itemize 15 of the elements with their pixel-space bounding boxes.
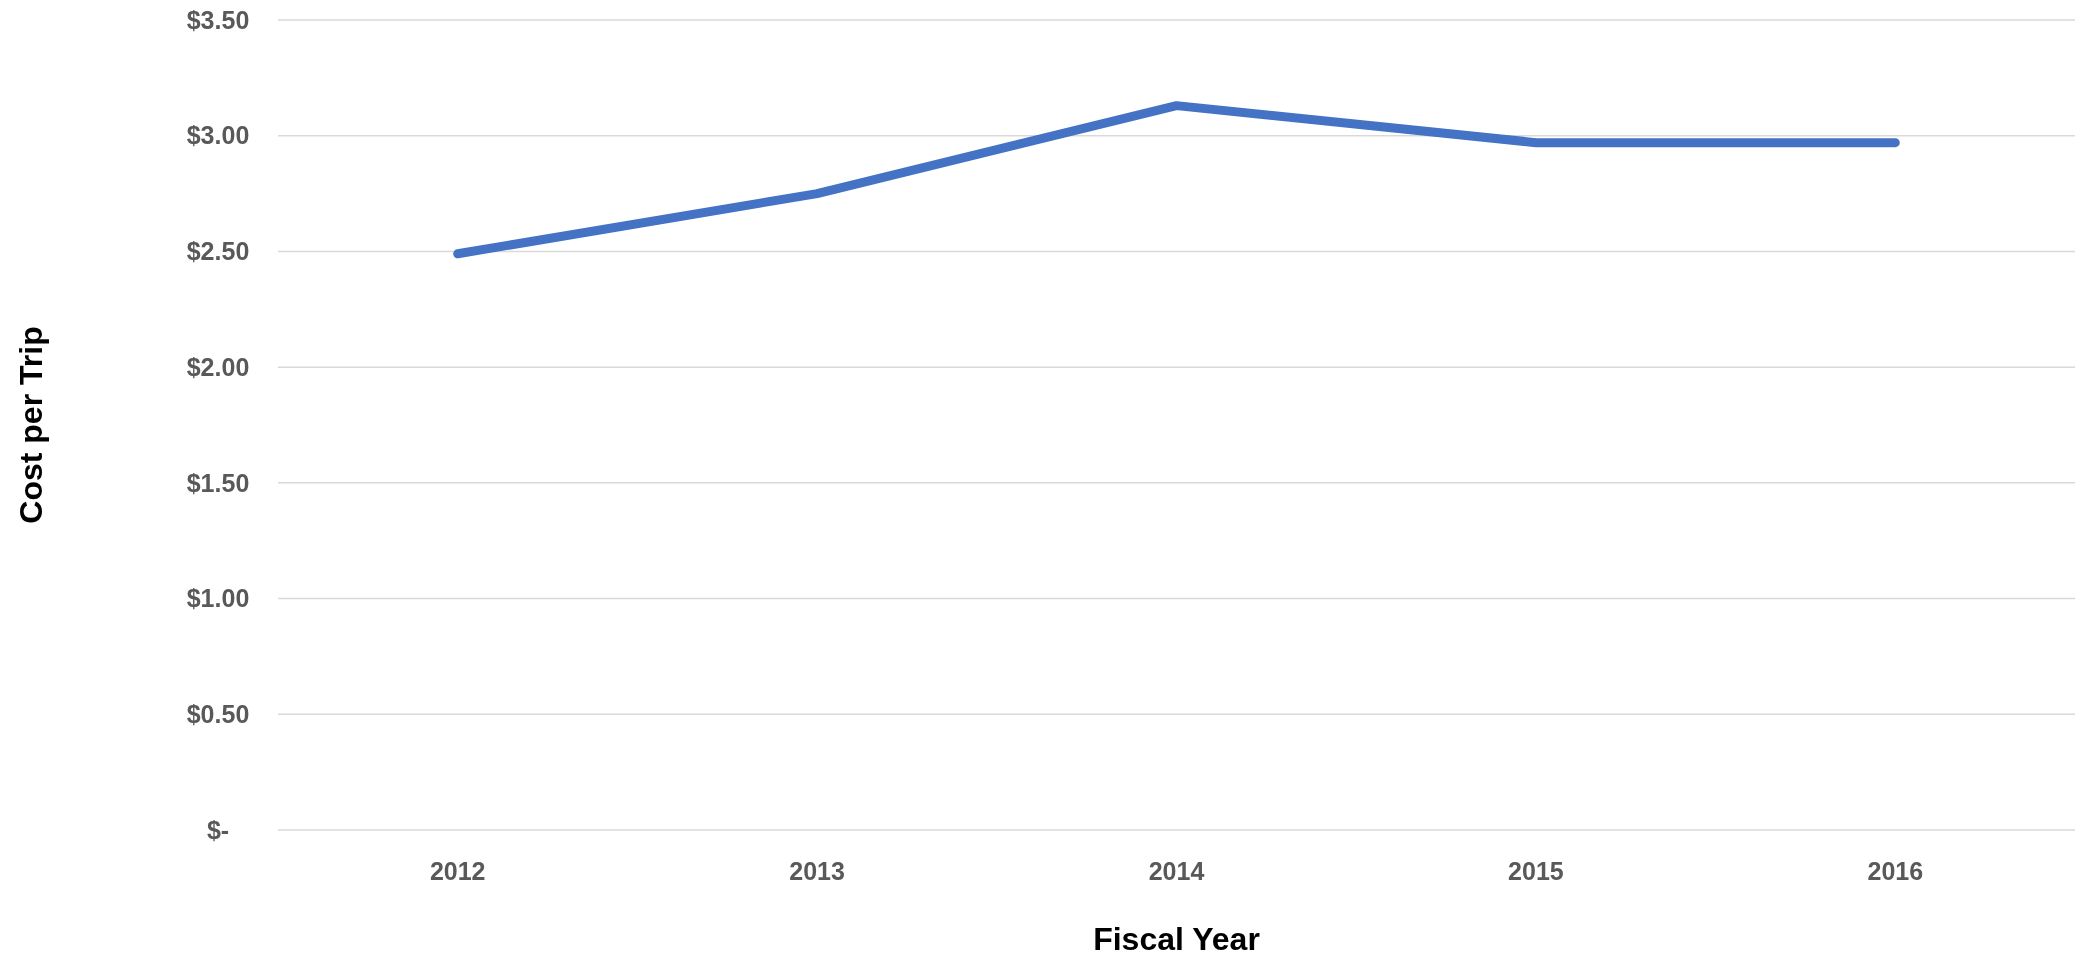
- y-tick-label: $1.50: [186, 468, 250, 497]
- y-tick-label: $3.50: [186, 5, 250, 34]
- x-axis-title: Fiscal Year: [1093, 921, 1260, 957]
- y-tick-label: $2.50: [186, 237, 250, 266]
- x-tick-label: 2015: [1508, 857, 1564, 885]
- y-tick-label: $2.00: [186, 352, 250, 381]
- y-tick-label: $0.50: [186, 700, 250, 729]
- x-tick-label: 2013: [789, 857, 845, 885]
- y-axis-title: Cost per Trip: [13, 326, 49, 524]
- y-tick-label: $-: [206, 815, 230, 844]
- x-tick-label: 2012: [429, 857, 486, 885]
- y-tick-label: $1.00: [186, 584, 250, 613]
- x-tick-label: 2016: [1867, 857, 1924, 885]
- x-tick-label: 2014: [1148, 857, 1205, 885]
- y-tick-label: $3.00: [186, 121, 250, 150]
